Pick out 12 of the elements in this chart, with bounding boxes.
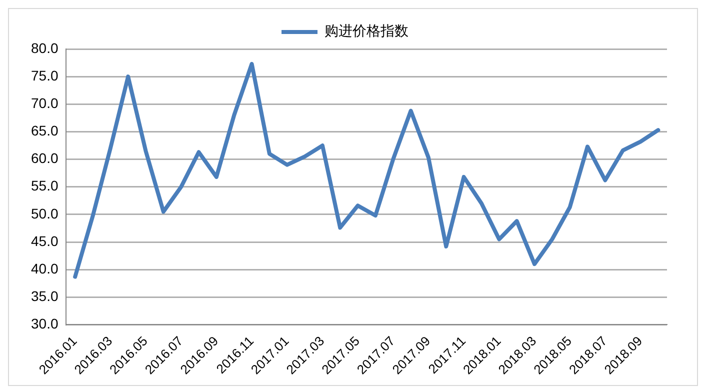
- legend-label: 购进价格指数: [324, 24, 408, 40]
- y-tick-label: 55.0: [31, 178, 58, 194]
- y-tick-label: 50.0: [31, 205, 58, 222]
- y-tick-label: 70.0: [31, 95, 58, 112]
- y-tick-label: 30.0: [31, 316, 58, 332]
- y-tick-label: 40.0: [31, 260, 58, 276]
- y-tick-label: 35.0: [31, 288, 58, 304]
- y-tick-label: 60.0: [31, 150, 58, 166]
- y-tick-label: 80.0: [31, 40, 58, 56]
- y-tick-label: 75.0: [31, 67, 58, 84]
- y-tick-label: 65.0: [31, 122, 58, 139]
- y-tick-label: 45.0: [31, 232, 58, 249]
